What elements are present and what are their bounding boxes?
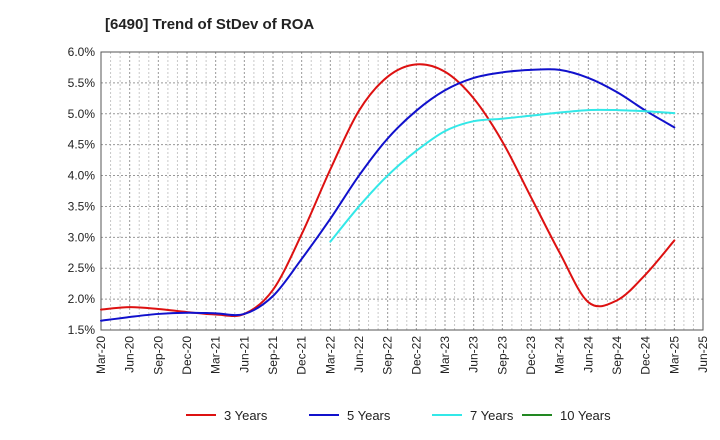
x-tick-label: Dec-23 [524,336,538,375]
x-tick-label: Jun-24 [581,336,595,373]
y-tick-label: 1.5% [68,323,96,337]
x-tick-label: Mar-24 [553,336,567,374]
series-line-7-years [329,108,676,243]
x-tick-label: Jun-20 [123,336,137,373]
y-tick-label: 3.5% [68,199,96,213]
x-tick-label: Mar-20 [94,336,108,374]
plot-frame [100,51,704,331]
legend-label-5-years: 5 Years [347,408,391,423]
y-tick-label: 4.0% [68,169,96,183]
x-tick-label: Jun-22 [352,336,366,373]
x-tick-label: Mar-21 [209,336,223,374]
legend-label-7-years: 7 Years [470,408,514,423]
x-tick-label: Dec-22 [409,336,423,375]
x-tick-label: Dec-20 [180,336,194,375]
y-tick-label: 6.0% [68,45,96,59]
y-tick-label: 3.0% [68,230,96,244]
y-tick-label: 4.5% [68,138,96,152]
x-tick-label: Jun-23 [467,336,481,373]
y-tick-label: 2.5% [68,261,96,275]
x-tick-label: Mar-23 [438,336,452,374]
x-tick-label: Dec-24 [639,336,653,375]
x-tick-label: Mar-25 [667,336,681,374]
x-tick-label: Sep-23 [495,336,509,375]
chart-title: [6490] Trend of StDev of ROA [105,16,314,33]
x-tick-label: Jun-25 [696,336,710,373]
x-tick-label: Sep-24 [610,336,624,375]
legend-label-10-years: 10 Years [560,408,611,423]
x-tick-label: Sep-21 [266,336,280,375]
x-tick-label: Jun-21 [237,336,251,373]
y-tick-label: 2.0% [68,292,96,306]
x-tick-label: Mar-22 [323,336,337,374]
x-tick-label: Sep-20 [151,336,165,375]
x-tick-label: Sep-22 [381,336,395,375]
x-tick-label: Dec-21 [295,336,309,375]
plot-area: 1.5% 2.0% 2.5% 3.0% 3.5% 4.0% 4.5% 5.0% 5.5% 6.0%… [68,45,710,375]
y-tick-label: 5.5% [68,76,96,90]
plot-background [101,52,703,330]
y-tick-label: 5.0% [68,107,96,121]
legend-label-3-years: 3 Years [224,408,268,423]
series-line-5-years [100,68,676,322]
legend: 3 Years 5 Years 7 Years 10 Years [186,408,611,423]
